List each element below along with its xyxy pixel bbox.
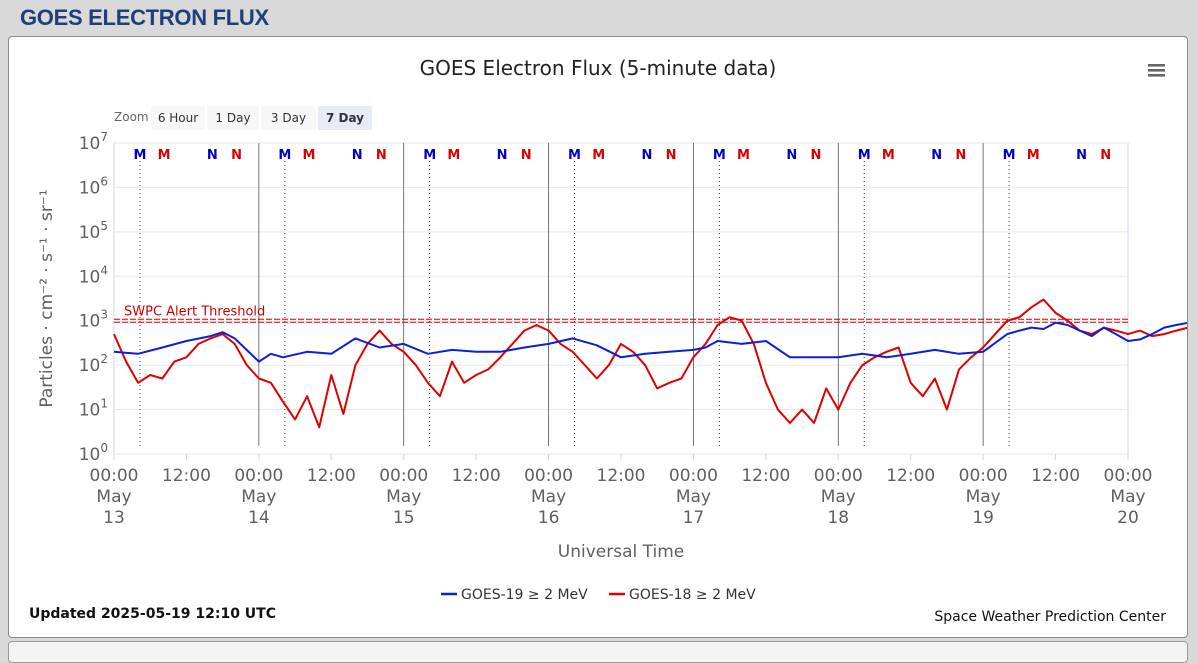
x-tick-time: 00:00 <box>524 466 573 486</box>
local-time-marker: M <box>592 148 605 163</box>
local-time-marker: M <box>133 148 146 163</box>
x-tick-day: 18 <box>827 508 849 528</box>
local-time-marker: M <box>737 148 750 163</box>
local-time-marker: N <box>521 148 532 163</box>
plot-frame <box>113 142 1129 455</box>
x-tick-day: 16 <box>538 508 560 528</box>
x-tick-time: 12:00 <box>597 466 646 486</box>
x-axis-title: Universal Time <box>558 542 684 562</box>
zoom-button-label: 1 Day <box>215 111 250 125</box>
y-tick-label: 101 <box>79 397 108 421</box>
x-tick-day: 13 <box>103 508 125 528</box>
updated-timestamp: Updated 2025-05-19 12:10 UTC <box>29 606 276 622</box>
x-tick-time: 00:00 <box>669 466 718 486</box>
y-axis-title: Particles · cm⁻² · s⁻¹ · sr⁻¹ <box>37 189 57 407</box>
local-time-marker: N <box>497 148 508 163</box>
zoom-button-group: 6 Hour 1 Day 3 Day 7 Day <box>151 106 372 130</box>
x-tick-time: 00:00 <box>90 466 139 486</box>
x-tick-time: 00:00 <box>814 466 863 486</box>
y-tick-label: 106 <box>79 174 108 198</box>
y-tick-label: 104 <box>79 263 108 287</box>
local-time-marker: M <box>882 148 895 163</box>
local-time-marker: M <box>858 148 871 163</box>
zoom-button-1-day[interactable]: 1 Day <box>207 106 259 130</box>
x-tick-month: May <box>531 487 566 507</box>
x-tick-day: 15 <box>393 508 415 528</box>
y-tick-label: 107 <box>79 130 108 154</box>
zoom-label: Zoom <box>114 110 149 124</box>
footer-bar <box>8 641 1188 663</box>
local-time-marker: N <box>955 148 966 163</box>
local-time-marker: N <box>642 148 653 163</box>
x-tick-time: 12:00 <box>162 466 211 486</box>
zoom-button-7-day[interactable]: 7 Day <box>318 106 372 130</box>
local-time-marker: N <box>376 148 387 163</box>
y-tick-label: 105 <box>79 219 108 243</box>
local-time-marker: M <box>1003 148 1016 163</box>
chart-panel: GOES Electron Flux (5-minute data) Zoom … <box>8 36 1188 638</box>
credit-text: Space Weather Prediction Center <box>934 609 1166 625</box>
chart-title: GOES Electron Flux (5-minute data) <box>420 56 777 80</box>
zoom-button-label: 7 Day <box>326 111 364 125</box>
x-tick-month: May <box>386 487 421 507</box>
local-time-marker: M <box>447 148 460 163</box>
zoom-button-6-hour[interactable]: 6 Hour <box>151 106 205 130</box>
x-tick-day: 19 <box>972 508 994 528</box>
x-tick-time: 12:00 <box>452 466 501 486</box>
series-line-goes-19-2-mev <box>113 321 1187 363</box>
hamburger-menu-icon <box>1148 64 1165 77</box>
x-tick-time: 12:00 <box>1031 466 1080 486</box>
legend-label-goes19: GOES-19 ≥ 2 MeV <box>461 587 588 603</box>
x-tick-day: 14 <box>248 508 270 528</box>
local-time-marker: M <box>713 148 726 163</box>
legend-item-goes18[interactable]: GOES-18 ≥ 2 MeV <box>609 587 756 603</box>
local-time-marker: N <box>207 148 218 163</box>
zoom-button-label: 6 Hour <box>158 111 198 125</box>
local-time-marker: N <box>1100 148 1111 163</box>
x-tick-day: 17 <box>683 508 705 528</box>
menu-button[interactable] <box>1139 57 1173 85</box>
x-tick-month: May <box>96 487 131 507</box>
zoom-button-label: 3 Day <box>271 111 306 125</box>
local-time-marker: M <box>278 148 291 163</box>
x-tick-time: 00:00 <box>959 466 1008 486</box>
local-time-marker: N <box>231 148 242 163</box>
electron-flux-chart: GOES Electron Flux (5-minute data) Zoom … <box>29 56 1187 625</box>
legend-label-goes18: GOES-18 ≥ 2 MeV <box>629 587 756 603</box>
x-tick-time: 00:00 <box>1104 466 1153 486</box>
local-time-marker: N <box>352 148 363 163</box>
x-tick-month: May <box>676 487 711 507</box>
x-tick-month: May <box>241 487 276 507</box>
y-tick-label: 100 <box>79 441 108 465</box>
local-time-marker: N <box>1076 148 1087 163</box>
local-time-marker: M <box>302 148 315 163</box>
x-tick-time: 12:00 <box>307 466 356 486</box>
x-tick-month: May <box>966 487 1001 507</box>
zoom-button-3-day[interactable]: 3 Day <box>261 106 316 130</box>
x-tick-month: May <box>821 487 856 507</box>
local-time-marker: M <box>1027 148 1040 163</box>
y-tick-label: 102 <box>79 352 108 376</box>
x-tick-time: 00:00 <box>234 466 283 486</box>
page-header: GOES ELECTRON FLUX <box>20 5 269 30</box>
x-tick-day: 20 <box>1117 508 1139 528</box>
local-time-marker: M <box>568 148 581 163</box>
local-time-marker: M <box>158 148 171 163</box>
local-time-marker: N <box>786 148 797 163</box>
legend: GOES-19 ≥ 2 MeV GOES-18 ≥ 2 MeV <box>441 587 756 603</box>
legend-item-goes19[interactable]: GOES-19 ≥ 2 MeV <box>441 587 588 603</box>
series-line-goes-18-2-mev <box>113 298 1187 429</box>
local-time-marker: N <box>811 148 822 163</box>
local-time-marker: N <box>666 148 677 163</box>
local-time-marker: M <box>423 148 436 163</box>
threshold-label: SWPC Alert Threshold <box>124 305 265 320</box>
local-time-marker: N <box>931 148 942 163</box>
y-tick-label: 103 <box>79 308 108 332</box>
x-tick-time: 00:00 <box>379 466 428 486</box>
x-tick-month: May <box>1110 487 1145 507</box>
x-tick-time: 12:00 <box>741 466 790 486</box>
x-tick-time: 12:00 <box>886 466 935 486</box>
